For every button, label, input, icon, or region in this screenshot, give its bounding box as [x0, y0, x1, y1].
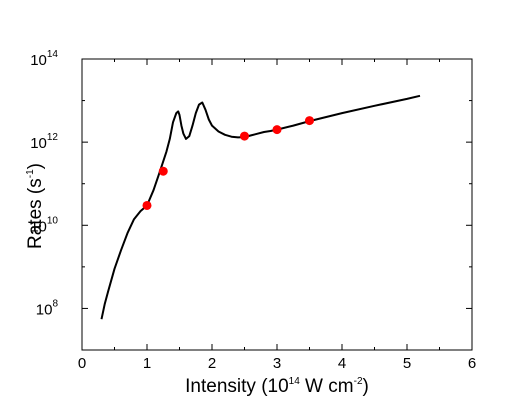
x-axis-label: Intensity (1014 W cm-2)	[185, 376, 369, 397]
x-tick-label: 0	[78, 355, 86, 372]
x-axis-ticks: 0 1 2 3 4 5 6	[78, 59, 476, 372]
y-axis-ticks: 108 1010 1012 1014	[30, 49, 472, 351]
y-tick-label: 1014	[30, 49, 58, 69]
x-tick-label: 2	[208, 355, 216, 372]
data-point	[305, 116, 314, 126]
series-layer	[100, 94, 421, 320]
x-tick-label: 4	[338, 355, 346, 372]
y-tick-label: 108	[36, 298, 59, 318]
data-point	[272, 125, 282, 135]
y-tick-label: 1012	[30, 132, 58, 152]
y-axis-label: Rates (s-1)	[25, 163, 46, 249]
plot-frame	[81, 58, 473, 351]
x-tick-label: 3	[273, 355, 281, 372]
series-line	[100, 94, 421, 320]
x-tick-label: 5	[403, 355, 411, 372]
x-tick-label: 1	[143, 355, 151, 372]
data-point	[240, 131, 249, 141]
data-point	[142, 200, 152, 210]
y-tick-label: 1010	[30, 215, 58, 235]
x-tick-label: 6	[468, 355, 476, 372]
data-point	[158, 166, 168, 176]
